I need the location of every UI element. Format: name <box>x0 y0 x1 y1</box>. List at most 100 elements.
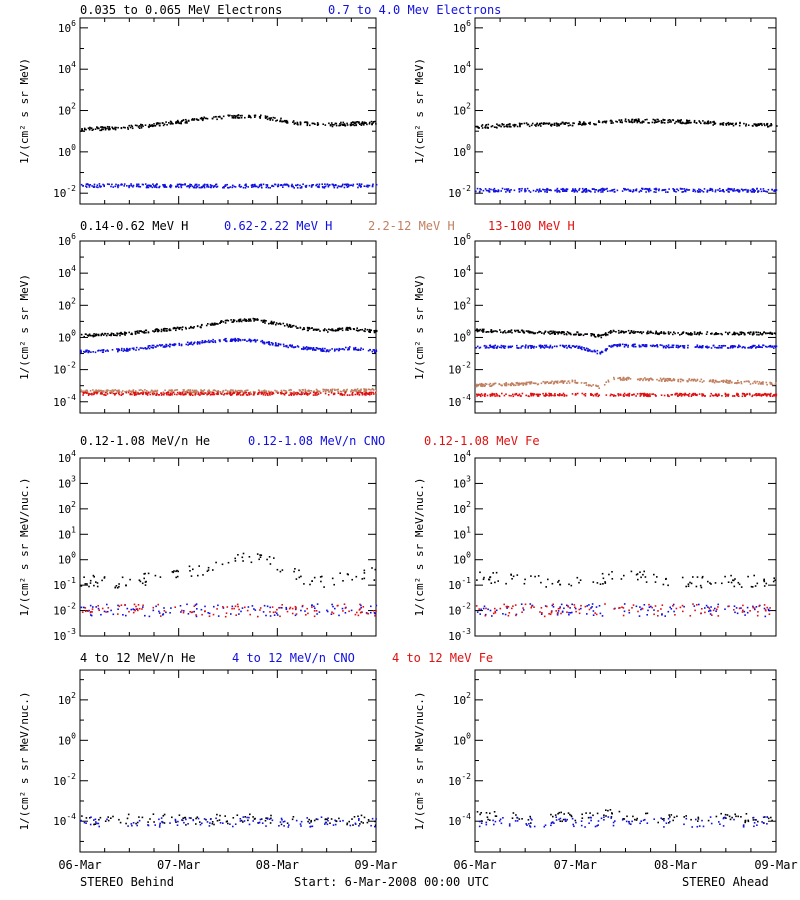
data-point <box>338 347 340 350</box>
data-point <box>562 187 564 190</box>
data-point <box>585 384 588 386</box>
data-point <box>227 319 230 322</box>
data-point <box>363 124 365 126</box>
data-point <box>196 390 198 392</box>
data-point <box>131 125 134 128</box>
data-point <box>293 122 296 125</box>
data-point <box>517 382 520 385</box>
data-point <box>85 128 87 131</box>
data-point <box>745 123 747 125</box>
data-point <box>687 344 689 347</box>
data-point <box>588 122 590 124</box>
data-point <box>290 345 293 348</box>
data-point <box>750 585 753 588</box>
data-point <box>358 184 361 186</box>
data-point <box>634 343 636 346</box>
data-point <box>651 345 654 348</box>
data-point <box>265 116 268 119</box>
data-point <box>121 332 123 335</box>
data-point <box>637 118 640 120</box>
data-point <box>522 382 525 384</box>
data-point <box>134 390 137 392</box>
data-point <box>329 389 332 392</box>
data-point <box>173 570 175 572</box>
data-point <box>325 329 328 331</box>
data-point <box>247 186 249 188</box>
data-point <box>353 122 356 125</box>
data-point <box>534 382 536 384</box>
data-point <box>360 122 363 125</box>
data-point <box>753 191 755 193</box>
data-point <box>93 576 95 578</box>
data-point <box>89 582 92 584</box>
data-point <box>163 394 165 396</box>
data-point <box>163 186 166 188</box>
data-point <box>371 350 374 353</box>
data-point <box>701 576 704 579</box>
data-point <box>277 183 280 186</box>
data-point <box>108 126 111 128</box>
data-point <box>491 615 493 617</box>
data-point <box>653 122 656 124</box>
data-point <box>612 329 615 332</box>
data-point <box>732 189 734 192</box>
data-point <box>145 329 148 332</box>
data-point <box>188 186 191 189</box>
data-point <box>230 319 232 321</box>
data-point <box>254 391 256 393</box>
data-point <box>144 584 147 586</box>
data-point <box>763 580 766 583</box>
data-point <box>244 187 247 189</box>
data-point <box>191 391 194 394</box>
data-point <box>92 334 94 337</box>
data-point <box>187 613 190 615</box>
data-point <box>176 393 178 396</box>
data-point <box>610 346 612 348</box>
data-point <box>755 393 757 395</box>
data-point <box>677 344 679 347</box>
data-point <box>151 392 154 395</box>
data-point <box>170 185 173 187</box>
data-point <box>737 379 739 382</box>
data-point <box>652 344 655 347</box>
data-point <box>685 188 688 191</box>
data-point <box>100 185 102 188</box>
data-point <box>317 348 320 350</box>
data-point <box>95 391 97 394</box>
data-point <box>257 318 259 321</box>
data-point <box>287 346 289 349</box>
data-point <box>503 125 505 128</box>
data-point <box>579 347 582 349</box>
data-point <box>353 124 356 127</box>
data-point <box>193 118 196 120</box>
data-point <box>647 330 649 333</box>
data-point <box>707 122 709 125</box>
data-point <box>692 392 695 395</box>
data-point <box>343 348 346 351</box>
data-point <box>260 184 263 187</box>
data-point <box>525 330 528 332</box>
data-point <box>364 393 367 395</box>
data-point <box>189 391 192 393</box>
data-point <box>569 124 571 126</box>
data-point <box>652 393 655 395</box>
data-point <box>714 190 717 193</box>
data-point <box>653 609 655 611</box>
data-point <box>316 123 319 126</box>
data-point <box>219 340 221 343</box>
data-point <box>292 392 294 395</box>
data-point <box>508 123 511 125</box>
data-point <box>734 578 736 580</box>
data-point <box>270 342 273 344</box>
data-point <box>505 191 507 193</box>
data-point <box>648 190 650 193</box>
data-point <box>633 121 636 123</box>
data-point <box>530 381 533 383</box>
data-point <box>201 391 204 394</box>
data-point <box>106 389 109 391</box>
data-point <box>708 189 711 192</box>
data-point <box>121 393 123 396</box>
data-point <box>554 393 556 395</box>
data-point <box>642 379 644 382</box>
data-point <box>722 189 724 192</box>
